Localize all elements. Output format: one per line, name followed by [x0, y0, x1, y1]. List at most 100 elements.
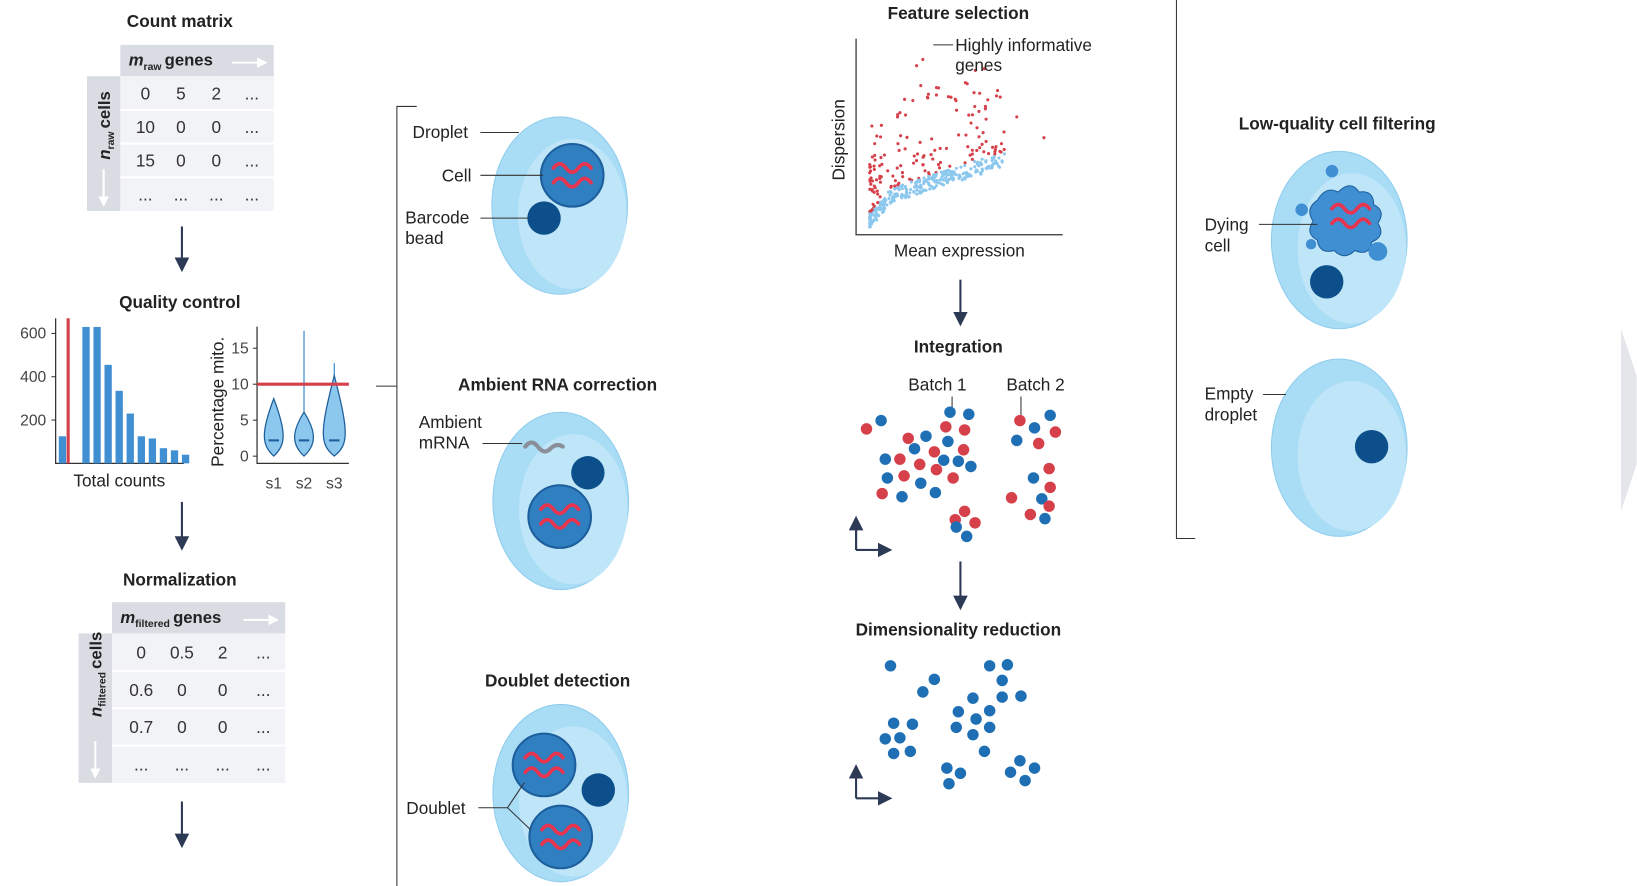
dot [948, 165, 951, 168]
dot [935, 93, 938, 96]
bar [59, 436, 66, 463]
point [1019, 775, 1030, 786]
dot [912, 162, 915, 165]
axes-icon [856, 519, 889, 550]
dot [970, 174, 973, 177]
dot [874, 211, 877, 214]
dot [932, 187, 935, 190]
dot [869, 183, 872, 186]
dot [896, 142, 899, 145]
dot [952, 172, 955, 175]
dot [899, 164, 902, 167]
dot [944, 179, 947, 182]
point [938, 454, 949, 465]
dot [904, 147, 907, 150]
dot [973, 165, 976, 168]
doublet-diagram [478, 704, 628, 881]
scatter [868, 58, 1045, 229]
dot [894, 179, 897, 182]
point [970, 713, 981, 724]
dot [986, 98, 989, 101]
dot [945, 147, 948, 150]
dot [931, 176, 934, 179]
point [965, 461, 976, 472]
dot [954, 98, 957, 101]
violin [264, 399, 283, 456]
dot [915, 64, 918, 67]
dot [921, 163, 924, 166]
dot [887, 191, 890, 194]
matrix-cell: ... [256, 680, 270, 700]
matrix-cell: ... [215, 754, 229, 774]
dot [982, 131, 985, 134]
symbol: m [120, 608, 135, 627]
point [931, 464, 942, 475]
figure: Count matrix mrawgenesnrawcells052...100… [0, 0, 1637, 886]
bar [171, 450, 178, 463]
point [958, 444, 969, 455]
dot [1001, 160, 1004, 163]
violin [295, 412, 314, 456]
dying-cell-diagram [1259, 151, 1407, 536]
dot [997, 156, 1000, 159]
matrix-cell: 2 [218, 642, 228, 662]
matrix-cell: 15 [136, 151, 155, 171]
point [955, 768, 966, 779]
bar [82, 327, 89, 463]
dot [999, 96, 1002, 99]
dot [977, 135, 980, 138]
matrix-cell: 0 [136, 642, 146, 662]
label: mRNA [419, 433, 470, 453]
dot [949, 177, 952, 180]
dot [993, 150, 996, 153]
point [885, 660, 896, 671]
point [953, 456, 964, 467]
dot [871, 155, 874, 158]
dot [975, 126, 978, 129]
point [1014, 755, 1025, 766]
matrix-cell: ... [175, 754, 189, 774]
matrix-cell: ... [245, 151, 259, 171]
dot [874, 186, 877, 189]
point [941, 762, 952, 773]
title: Integration [914, 337, 1003, 357]
dot [985, 140, 988, 143]
point [905, 746, 916, 757]
matrix-cell: 0 [141, 83, 151, 103]
label: bead [405, 228, 443, 248]
dot [927, 93, 930, 96]
dot [870, 124, 873, 127]
point [959, 424, 970, 435]
dot [985, 118, 988, 121]
matrix-cell: ... [134, 754, 148, 774]
dot [898, 149, 901, 152]
point [940, 421, 951, 432]
dot [922, 177, 925, 180]
dot [933, 149, 936, 152]
point [882, 472, 893, 483]
dot [997, 164, 1000, 167]
dot [922, 182, 925, 185]
matrix-cell: ... [174, 184, 188, 204]
header-text: genes [165, 51, 213, 70]
dot [984, 159, 987, 162]
dot [967, 175, 970, 178]
dot [911, 99, 914, 102]
dot [955, 167, 958, 170]
dot [976, 161, 979, 164]
violin-plot: 051015Percentage mito.s1s2s3 [208, 327, 349, 493]
dot [879, 181, 882, 184]
matrix-cell: 0 [218, 717, 228, 737]
x-tick-label: s3 [326, 475, 343, 492]
y-tick-label: 200 [20, 412, 46, 429]
dot [890, 185, 893, 188]
matrix-cell: ... [256, 717, 270, 737]
dot [876, 189, 879, 192]
dot [895, 192, 898, 195]
symbol: n [87, 707, 106, 717]
point [929, 446, 940, 457]
title: Ambient RNA correction [458, 374, 657, 394]
dot [963, 164, 966, 167]
dot [967, 114, 970, 117]
label: Batch 2 [1006, 374, 1064, 394]
